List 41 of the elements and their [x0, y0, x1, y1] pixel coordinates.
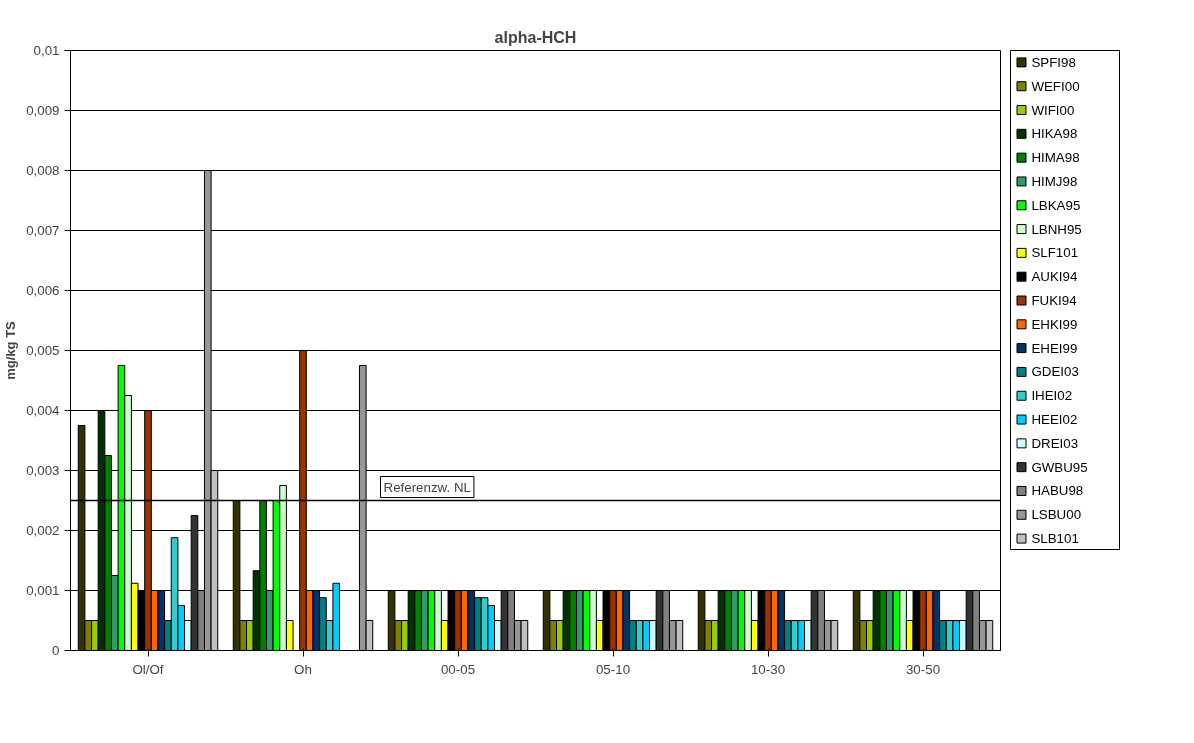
- legend-label: LBKA95: [1031, 197, 1081, 213]
- x-tick-label: Ol/Of: [132, 661, 164, 677]
- y-tick-label: 0,006: [26, 283, 60, 298]
- y-tick-label: 0,008: [26, 163, 60, 178]
- y-tick-label: 0,005: [26, 343, 60, 358]
- legend-label: EHEI99: [1031, 340, 1078, 356]
- y-tick-label: 0,007: [26, 223, 60, 238]
- y-tick-label: 0,004: [26, 403, 61, 418]
- legend-label: SPFI98: [1031, 54, 1076, 70]
- legend-label: SLF101: [1031, 245, 1079, 261]
- x-tick-label: 00-05: [440, 661, 476, 677]
- legend-label: EHKI99: [1031, 316, 1078, 332]
- y-tick-label: 0,009: [26, 103, 60, 118]
- legend-label: WIFI00: [1031, 102, 1075, 118]
- legend-label: AUKI94: [1031, 269, 1078, 285]
- y-tick-label: 0,001: [26, 583, 60, 598]
- y-tick-label: 0: [52, 643, 60, 658]
- legend-label: SLB101: [1031, 531, 1079, 547]
- legend-label: GWBU95: [1031, 459, 1088, 475]
- legend-label: HIMJ98: [1031, 173, 1078, 189]
- x-tick-label: Oh: [294, 661, 312, 677]
- legend-label: LSBU00: [1031, 507, 1082, 523]
- legend-label: DREI03: [1031, 435, 1079, 451]
- legend-label: HIMA98: [1031, 150, 1080, 166]
- legend-label: FUKI94: [1031, 293, 1078, 308]
- x-tick-label: 30-50: [905, 661, 941, 677]
- legend-label: HEEI02: [1031, 412, 1078, 428]
- ref-line-label: Referenzw. NL: [383, 479, 471, 495]
- y-tick-label: 0,01: [33, 43, 60, 58]
- legend-label: LBNH95: [1031, 221, 1082, 237]
- legend-label: GDEI03: [1031, 364, 1079, 380]
- legend-label: HABU98: [1031, 483, 1084, 499]
- legend-label: HIKA98: [1031, 126, 1078, 142]
- y-axis-title: mg/kg TS: [3, 320, 19, 380]
- y-tick-label: 0,002: [26, 523, 60, 538]
- y-tick-label: 0,003: [26, 463, 60, 478]
- chart-title: alpha-HCH: [494, 28, 577, 46]
- legend-label: IHEI02: [1031, 388, 1073, 404]
- legend-label: WEFI00: [1031, 78, 1080, 94]
- x-tick-label: 05-10: [595, 661, 631, 677]
- x-tick-label: 10-30: [750, 661, 786, 677]
